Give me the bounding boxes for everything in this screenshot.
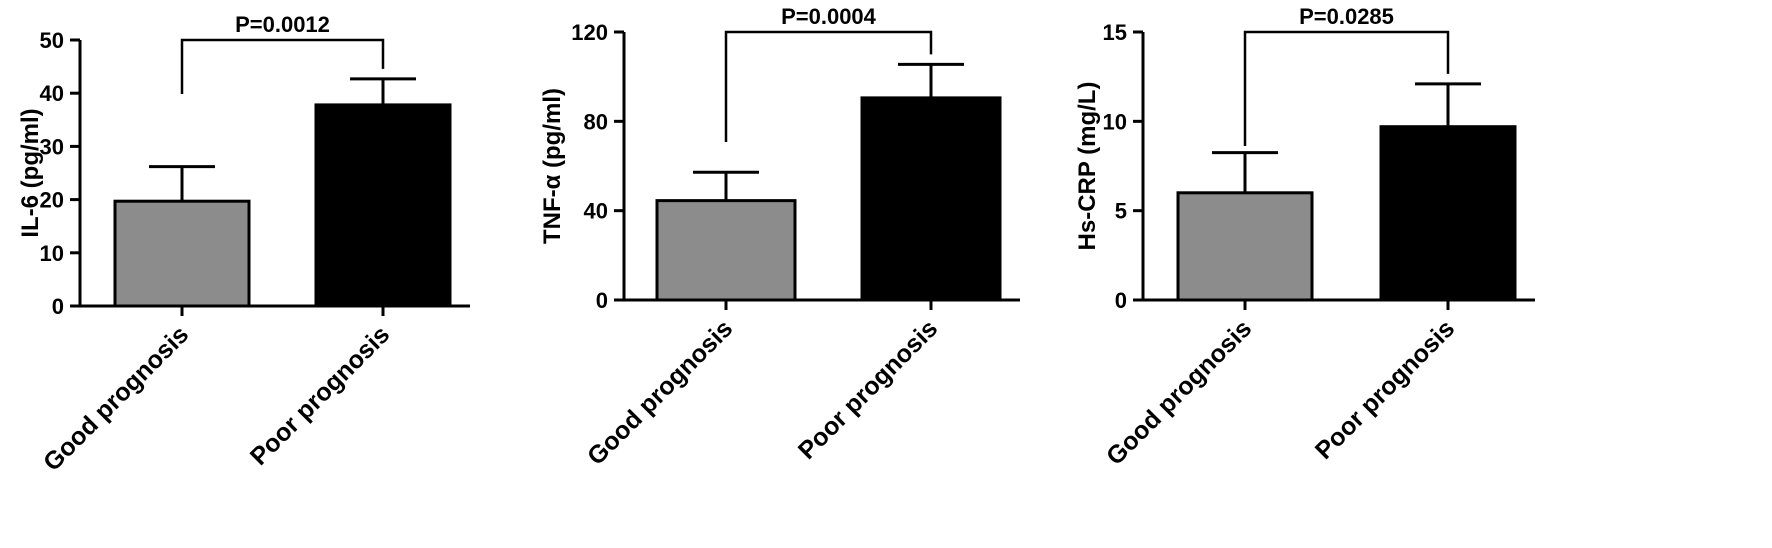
chart-panel-2: 0 40 80 120 TNF-α (pg/ml) Good prognosis Poor …: [539, 4, 1020, 471]
x-category-label: Good prognosis: [1101, 314, 1257, 470]
bar-good-prognosis: [655, 199, 797, 302]
p-value-label: P=0.0012: [235, 12, 330, 37]
y-tick-label: 30: [40, 134, 64, 159]
y-tick-label: 5: [1115, 199, 1127, 224]
y-axis-title: IL-6 (pg/ml): [17, 108, 44, 237]
y-tick-label: 120: [571, 20, 608, 45]
x-category-label: Good prognosis: [38, 320, 194, 476]
y-axis-title: TNF-α (pg/ml): [539, 88, 566, 244]
x-category-label: Poor prognosis: [793, 314, 943, 464]
y-tick-label: 10: [1103, 109, 1127, 134]
x-category-label: Good prognosis: [582, 314, 738, 470]
significance-bracket: [1243, 30, 1450, 146]
x-category-label: Poor prognosis: [1310, 314, 1460, 464]
y-tick-label: 10: [40, 241, 64, 266]
y-tick-label: 15: [1103, 20, 1127, 45]
y-axis-title: Hs-CRP (mg/L): [1074, 82, 1101, 251]
bar-poor-prognosis: [860, 96, 1002, 302]
x-category-label: Poor prognosis: [245, 320, 395, 470]
significance-bracket: [180, 38, 385, 94]
bar-good-prognosis: [1176, 191, 1314, 302]
y-tick-label: 40: [584, 199, 608, 224]
y-tick-label: 20: [40, 188, 64, 213]
p-value-label: P=0.0285: [1299, 4, 1394, 29]
y-tick-label: 0: [1115, 288, 1127, 313]
chart-panel-1: 0 10 20 30 40 50 IL-6 (pg/ml) Good prognosis Poo…: [17, 12, 470, 477]
chart-panel-3: 0 5 10 15 Hs-CRP (mg/L) Good prognosis Poor pr…: [1074, 4, 1535, 471]
y-tick-label: 50: [40, 28, 64, 53]
y-tick-label: 40: [40, 81, 64, 106]
bar-good-prognosis: [113, 199, 251, 308]
significance-bracket: [724, 30, 933, 142]
y-tick-label: 0: [52, 294, 64, 319]
y-tick-label: 80: [584, 109, 608, 134]
p-value-label: P=0.0004: [781, 4, 877, 29]
bar-poor-prognosis: [1379, 125, 1517, 302]
bar-poor-prognosis: [314, 103, 452, 308]
y-tick-label: 0: [596, 288, 608, 313]
